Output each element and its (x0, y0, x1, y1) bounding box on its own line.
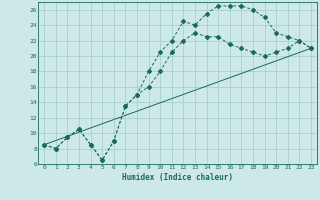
X-axis label: Humidex (Indice chaleur): Humidex (Indice chaleur) (122, 173, 233, 182)
